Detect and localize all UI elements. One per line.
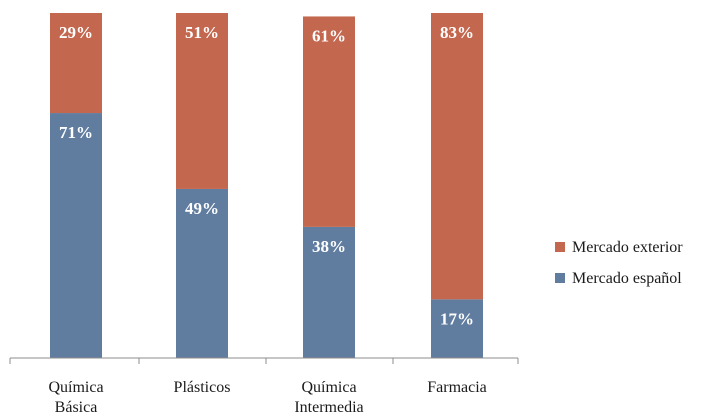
legend-swatch-mercado-espanol <box>555 273 565 283</box>
bar-labels-layer: 71% 29% 49% 51% 38% 61% 17% 83% <box>59 23 474 328</box>
data-label-mercado-exterior-farmacia: 83% <box>440 23 474 42</box>
data-label-mercado-espanol-quimica-intermedia: 38% <box>312 237 346 256</box>
data-label-mercado-exterior-quimica-basica: 29% <box>59 23 93 42</box>
bar-mercado-espanol-quimica-basica <box>50 113 102 358</box>
x-tick-label-quimica-basica: Química Básica <box>48 379 103 416</box>
legend: Mercado exterior Mercado español <box>555 239 683 287</box>
bar-mercado-espanol-farmacia <box>431 299 483 358</box>
x-tick-label-plasticos: Plásticos <box>174 379 231 396</box>
data-label-mercado-exterior-quimica-intermedia: 61% <box>312 26 346 45</box>
data-label-mercado-espanol-quimica-basica: 71% <box>59 123 93 142</box>
data-label-mercado-exterior-plasticos: 51% <box>185 23 219 42</box>
x-tick-labels: Química Básica Plásticos Química Intermedia F… <box>48 379 486 416</box>
bar-mercado-exterior-farmacia <box>431 13 483 300</box>
x-tick-label-farmacia: Farmacia <box>427 379 487 396</box>
legend-label-mercado-exterior: Mercado exterior <box>572 239 683 256</box>
bar-mercado-espanol-plasticos <box>176 188 228 358</box>
bars-layer <box>50 13 483 358</box>
legend-label-mercado-espanol: Mercado español <box>572 270 682 287</box>
x-tick-label-quimica-intermedia: Química Intermedia <box>294 379 363 416</box>
bar-mercado-exterior-quimica-intermedia <box>303 16 355 227</box>
bar-mercado-exterior-quimica-basica <box>50 13 102 114</box>
bar-mercado-espanol-quimica-intermedia <box>303 226 355 358</box>
x-axis <box>9 357 519 364</box>
bar-mercado-exterior-plasticos <box>176 13 228 189</box>
data-label-mercado-espanol-plasticos: 49% <box>185 199 219 218</box>
data-label-mercado-espanol-farmacia: 17% <box>440 309 474 328</box>
legend-swatch-mercado-exterior <box>555 242 565 252</box>
